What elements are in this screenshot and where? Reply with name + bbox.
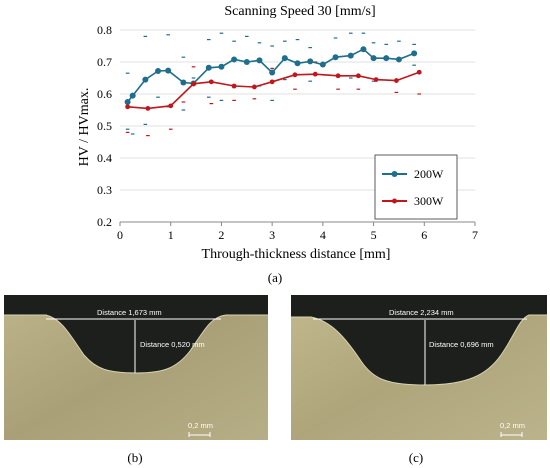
data-point-200w <box>205 64 212 71</box>
x-tick-label: 3 <box>269 228 275 242</box>
legend-marker-300w <box>392 198 397 204</box>
y-tick-label: 0.6 <box>97 87 112 101</box>
x-tick-label: 1 <box>168 228 174 242</box>
data-point-300w <box>145 106 151 111</box>
scale-bar-label: 0,2 mm <box>500 421 525 430</box>
series-layer <box>124 46 422 111</box>
y-tick-label: 0.7 <box>97 55 112 69</box>
cavity-edge <box>4 314 268 374</box>
x-tick-label: 5 <box>371 228 377 242</box>
x-tick-label: 0 <box>117 228 123 242</box>
micrograph-c: Distance 2,234 mm Distance 0,696 mm 0,2 … <box>291 295 547 440</box>
y-tick-label: 0.4 <box>97 151 112 165</box>
x-tick-label: 4 <box>320 228 326 242</box>
data-point-300w <box>231 83 237 89</box>
data-point-200w <box>307 58 314 65</box>
x-tick-label: 6 <box>421 228 427 242</box>
data-point-300w <box>373 77 379 82</box>
data-point-200w <box>281 55 288 62</box>
data-point-300w <box>312 71 318 77</box>
x-tick-label: 2 <box>218 228 224 242</box>
data-point-200w <box>395 56 402 63</box>
data-point-300w <box>393 78 399 83</box>
data-point-200w <box>370 55 377 62</box>
data-point-200w <box>124 99 131 105</box>
data-point-300w <box>251 84 257 90</box>
data-point-200w <box>218 63 225 70</box>
data-point-200w <box>383 55 390 62</box>
y-axis-label: HV / HVmax. <box>77 88 92 167</box>
data-point-200w <box>332 54 339 61</box>
data-point-200w <box>319 61 326 68</box>
data-point-300w <box>335 73 341 79</box>
data-point-200w <box>165 67 172 74</box>
data-point-200w <box>360 46 367 53</box>
data-point-200w <box>180 79 187 86</box>
melt-pool-cavity <box>4 295 268 373</box>
data-point-300w <box>269 79 275 85</box>
hardness-chart: 0.2 0.3 0.4 0.5 0.6 0.7 0.8 0 1 2 3 4 5 6 7 Scanning S… <box>77 4 478 262</box>
scale-bar-label: 0,2 mm <box>188 421 213 430</box>
data-point-200w <box>231 56 238 63</box>
data-point-200w <box>411 50 418 57</box>
data-point-200w <box>294 60 301 67</box>
legend-label-300w: 300W <box>414 194 444 208</box>
data-point-300w <box>416 69 422 75</box>
data-point-200w <box>155 67 162 74</box>
caption-c: (c) <box>408 450 424 465</box>
legend: 200W 300W <box>374 154 458 220</box>
data-point-300w <box>168 103 174 109</box>
legend-box <box>374 154 458 220</box>
data-point-200w <box>142 76 149 83</box>
error-marks <box>125 32 422 137</box>
width-measure-label: Distance 1,673 mm <box>97 308 162 317</box>
width-measure-label: Distance 2,234 mm <box>389 308 454 317</box>
data-point-200w <box>269 69 276 76</box>
caption-a: (a) <box>267 270 283 285</box>
axes: 0.2 0.3 0.4 0.5 0.6 0.7 0.8 0 1 2 3 4 5 6 7 <box>97 23 478 242</box>
data-point-300w <box>292 72 298 78</box>
y-tick-label: 0.2 <box>97 215 112 229</box>
legend-marker-200w <box>391 171 398 177</box>
data-point-200w <box>256 57 263 64</box>
melt-pool-cavity <box>291 295 547 385</box>
depth-measure-label: Distance 0,696 mm <box>429 340 494 349</box>
y-tick-label: 0.8 <box>97 23 112 37</box>
y-tick-label: 0.5 <box>97 119 112 133</box>
micrograph-b: Distance 1,673 mm Distance 0,520 mm 0,2 … <box>4 295 268 440</box>
data-point-200w <box>347 52 354 59</box>
y-tick-label: 0.3 <box>97 183 112 197</box>
caption-b: (b) <box>127 450 143 465</box>
chart-title: Scanning Speed 30 [mm/s] <box>224 4 375 19</box>
data-point-300w <box>355 73 361 79</box>
data-point-300w <box>208 79 214 85</box>
x-tick-label: 7 <box>472 228 478 242</box>
data-point-300w <box>125 104 131 110</box>
legend-label-200w: 200W <box>414 167 444 181</box>
data-point-200w <box>129 92 136 99</box>
x-axis-label: Through-thickness distance [mm] <box>202 247 391 262</box>
data-point-200w <box>243 59 250 65</box>
data-point-300w <box>191 81 196 87</box>
depth-measure-label: Distance 0,520 mm <box>140 340 205 349</box>
